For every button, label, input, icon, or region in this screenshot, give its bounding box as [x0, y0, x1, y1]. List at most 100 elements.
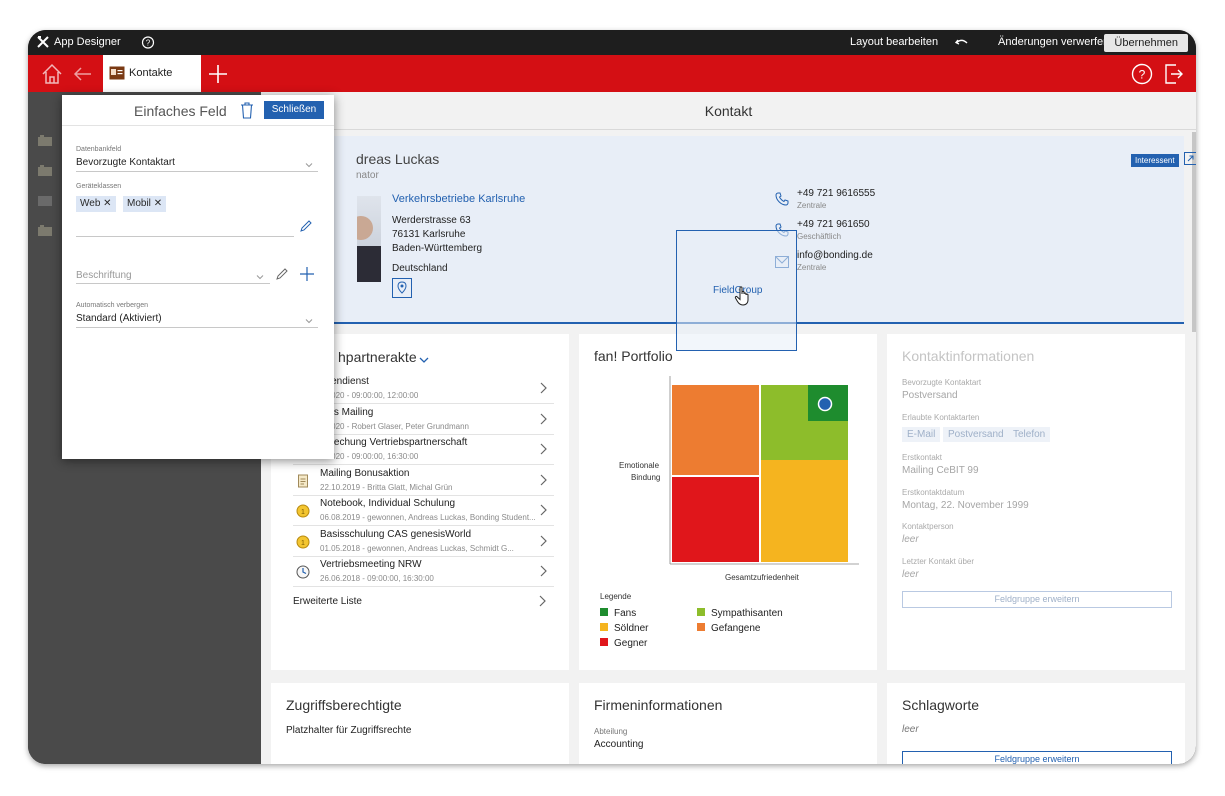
app-title: App Designer — [54, 36, 121, 48]
portfolio-title: fan! Portfolio — [594, 348, 673, 364]
field-label: Erstkontaktdatum — [902, 488, 965, 497]
module-icon[interactable] — [37, 194, 53, 206]
trash-icon[interactable] — [240, 102, 254, 119]
page-title: Kontakt — [261, 92, 1196, 130]
chevron-down-icon[interactable] — [304, 157, 314, 168]
chevron-right-icon[interactable] — [538, 473, 548, 487]
phone-type: Zentrale — [797, 201, 827, 210]
chevron-right-icon[interactable] — [537, 594, 547, 608]
tags-value: leer — [902, 724, 919, 735]
undo-icon[interactable] — [954, 30, 970, 55]
document-icon — [296, 474, 310, 488]
legend-swatch — [600, 638, 608, 646]
portfolio-marker[interactable] — [817, 396, 833, 412]
tab-kontakte[interactable]: Kontakte — [103, 55, 201, 92]
autohide-select[interactable]: Standard (Aktiviert) — [76, 313, 162, 324]
logout-icon[interactable] — [1160, 61, 1186, 87]
address-country: Deutschland — [392, 263, 448, 274]
coin-icon: 1 — [296, 504, 310, 518]
list-item[interactable]: 1 Notebook, Individual Schulung 06.08.2019… — [293, 496, 554, 526]
field-label: Kontaktperson — [902, 522, 954, 531]
list-item-title: Notebook, Individual Schulung — [320, 498, 456, 509]
access-placeholder: Platzhalter für Zugriffsrechte — [286, 725, 412, 736]
home-icon[interactable] — [39, 61, 65, 87]
help-circle-icon[interactable]: ? — [141, 30, 155, 55]
field-label: Bevorzugte Kontaktart — [902, 378, 982, 387]
caption-select[interactable]: Beschriftung — [76, 270, 132, 281]
company-info-card: Firmeninformationen Abteilung Accounting — [579, 683, 877, 764]
list-item-title: Vertriebsmeeting NRW — [320, 559, 422, 570]
legend-swatch — [600, 623, 608, 631]
map-pin-icon[interactable] — [392, 278, 412, 298]
email-address[interactable]: info@bonding.de — [797, 250, 873, 261]
open-external-icon[interactable] — [1184, 152, 1196, 165]
list-item-title: rtals Mailing — [320, 406, 374, 418]
quadrant-soeldner — [761, 460, 848, 562]
quadrant-gegner — [672, 477, 759, 562]
expand-fieldgroup-button[interactable]: Feldgruppe erweitern — [902, 751, 1172, 764]
phone-type: Geschäftlich — [797, 232, 842, 241]
list-item-subtitle: 22.10.2019 - Britta Glatt, Michal Grün — [320, 482, 453, 492]
chip-remove-icon[interactable]: ✕ — [153, 198, 163, 209]
svg-text:1: 1 — [301, 540, 305, 547]
chevron-right-icon[interactable] — [538, 442, 548, 456]
legend-item: Söldner — [600, 623, 648, 634]
legend-item: Gefangene — [697, 623, 761, 634]
chip-remove-icon[interactable]: ✕ — [103, 198, 112, 209]
chevron-down-icon[interactable] — [304, 313, 314, 324]
contact-type-chip: Telefon — [1008, 427, 1051, 442]
tab-kontakte-label: Kontakte — [129, 67, 173, 79]
field-label: Letzter Kontakt über — [902, 557, 975, 566]
autohide-label: Automatisch verbergen — [76, 302, 148, 309]
list-item[interactable]: 1 Basisschulung CAS genesisWorld 01.05.201… — [293, 527, 554, 557]
chevron-right-icon[interactable] — [538, 534, 548, 548]
chevron-right-icon[interactable] — [538, 503, 548, 517]
list-item[interactable]: ndendienst 9.2020 - 09:00:00, 12:00:00 — [293, 374, 554, 404]
list-item-subtitle: 06.08.2019 - gewonnen, Andreas Luckas, B… — [320, 513, 536, 522]
add-icon[interactable] — [299, 266, 315, 282]
edit-layout-button[interactable]: Layout bearbeiten — [850, 36, 939, 48]
apply-button[interactable]: Übernehmen — [1104, 34, 1188, 52]
field-underline — [76, 171, 318, 172]
close-button[interactable]: Schließen — [264, 101, 324, 119]
dbfield-select[interactable]: Bevorzugte Kontaktart — [76, 157, 175, 168]
device-chip-web[interactable]: Web ✕ — [76, 196, 116, 212]
help-icon[interactable]: ? — [1129, 61, 1155, 87]
discard-changes-button[interactable]: Änderungen verwerfen — [998, 36, 1110, 48]
back-arrow-icon[interactable] — [70, 61, 96, 87]
fieldgroup-drop-zone[interactable]: FieldGroup — [676, 230, 797, 351]
quadrant-gefangene — [672, 385, 759, 475]
company-link[interactable]: Verkehrsbetriebe Karlsruhe — [392, 193, 526, 205]
chevron-right-icon[interactable] — [538, 564, 548, 578]
fieldgroup-label: FieldGroup — [713, 285, 763, 296]
chevron-down-icon[interactable] — [255, 269, 265, 280]
extended-list-link[interactable]: Erweiterte Liste — [293, 596, 362, 607]
module-sidebar — [28, 92, 61, 764]
list-item[interactable]: rtals Mailing 8.2020 - Robert Glaser, Pet… — [293, 405, 554, 435]
expand-fieldgroup-button[interactable]: Feldgruppe erweitern — [902, 591, 1172, 608]
phone-number[interactable]: +49 721 9616555 — [797, 188, 876, 199]
field-value: Montag, 22. November 1999 — [902, 500, 1029, 511]
module-icon[interactable] — [37, 164, 53, 176]
device-chip-mobil[interactable]: Mobil ✕ — [123, 196, 167, 212]
list-item[interactable]: sprechung Vertriebspartnerschaft 4.2020 -… — [293, 435, 554, 465]
add-tab-icon[interactable] — [205, 61, 231, 87]
chevron-right-icon[interactable] — [538, 381, 548, 395]
field-underline — [76, 327, 318, 328]
pencil-icon[interactable] — [275, 267, 289, 281]
phone-number[interactable]: +49 721 961650 — [797, 219, 870, 230]
coin-icon: 1 — [296, 535, 310, 549]
field-value: leer — [902, 534, 919, 545]
scrollbar[interactable] — [1192, 132, 1196, 332]
module-icon[interactable] — [37, 224, 53, 236]
legend-title: Legende — [600, 592, 632, 601]
contact-info-title: Kontaktinformationen — [902, 348, 1035, 364]
pencil-icon[interactable] — [299, 219, 313, 233]
hand-cursor-icon — [734, 285, 752, 307]
chevron-right-icon[interactable] — [538, 412, 548, 426]
list-item[interactable]: Mailing Bonusaktion 22.10.2019 - Britta G… — [293, 466, 554, 496]
module-icon[interactable] — [37, 134, 53, 146]
chevron-down-icon[interactable] — [418, 352, 430, 363]
list-item[interactable]: Vertriebsmeeting NRW 26.06.2018 - 09:00:0… — [293, 557, 554, 587]
legend-swatch — [697, 608, 705, 616]
